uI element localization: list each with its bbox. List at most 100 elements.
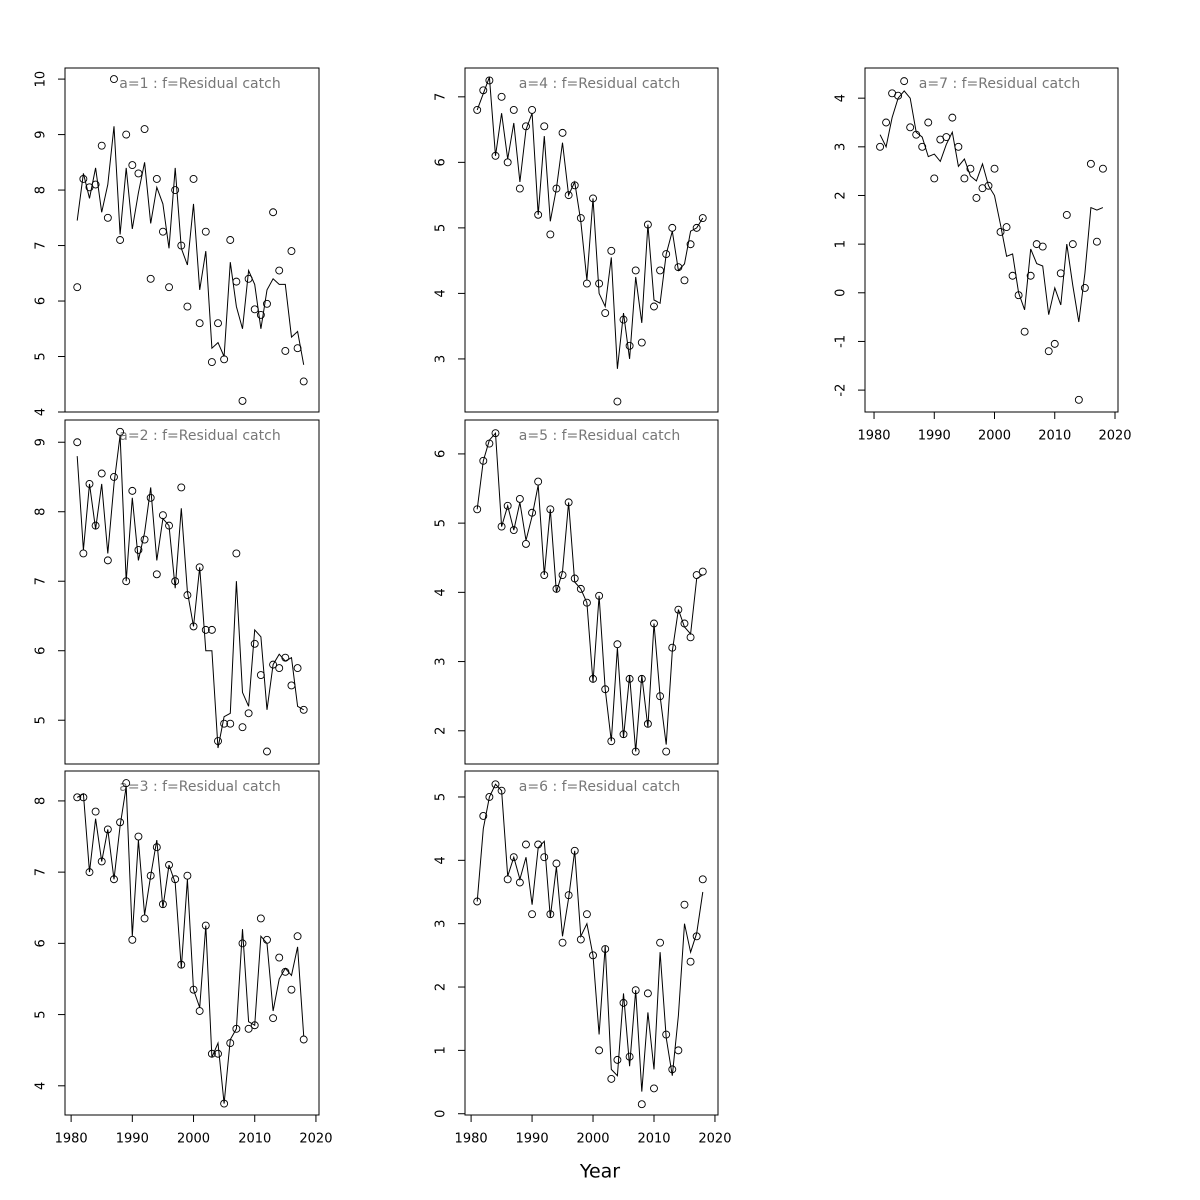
- y-tick-label: 3: [834, 143, 849, 151]
- data-point: [503, 501, 512, 510]
- fitted-line: [76, 435, 304, 749]
- data-point: [1002, 223, 1011, 232]
- data-point: [698, 875, 707, 884]
- x-tick-label: 1990: [116, 1132, 149, 1147]
- x-tick-label: 1980: [857, 429, 890, 444]
- data-point: [650, 302, 658, 311]
- data-point: [662, 747, 671, 756]
- data-point: [201, 227, 210, 236]
- data-point: [110, 75, 118, 84]
- data-point: [674, 1046, 683, 1055]
- data-point: [509, 105, 518, 114]
- data-point: [515, 494, 524, 503]
- y-tick-label: 7: [34, 241, 49, 249]
- data-point: [134, 169, 143, 178]
- data-point: [552, 584, 561, 593]
- data-point: [1080, 283, 1089, 292]
- data-point: [595, 591, 604, 600]
- data-point: [1044, 347, 1053, 356]
- y-tick-label: 6: [34, 297, 49, 305]
- fitted-line: [76, 126, 305, 365]
- data-point: [528, 105, 537, 114]
- data-point: [140, 914, 149, 923]
- y-tick-label: 4: [434, 289, 449, 297]
- data-point: [128, 161, 137, 170]
- data-point: [97, 141, 106, 150]
- data-point: [152, 175, 161, 183]
- x-tick-label: 1990: [918, 429, 951, 444]
- data-point: [582, 279, 591, 288]
- data-point: [686, 633, 695, 642]
- data-point: [158, 511, 167, 520]
- data-point: [244, 709, 253, 718]
- data-point: [515, 184, 524, 193]
- data-point: [165, 283, 173, 292]
- data-point: [183, 591, 192, 600]
- data-point: [128, 486, 137, 495]
- data-point: [122, 130, 131, 139]
- data-point: [497, 92, 506, 101]
- data-point: [942, 133, 951, 142]
- data-point: [281, 653, 290, 662]
- y-tick-label: 9: [34, 130, 49, 138]
- y-tick-label: 5: [434, 224, 449, 232]
- data-point: [232, 1024, 241, 1033]
- data-point: [116, 236, 125, 244]
- fitted-line: [476, 77, 704, 369]
- data-point: [503, 875, 512, 884]
- y-tick-label: 4: [434, 856, 449, 864]
- data-point: [116, 427, 125, 436]
- data-point: [509, 526, 518, 535]
- data-point: [570, 181, 579, 190]
- data-point: [491, 151, 500, 160]
- data-point: [485, 439, 494, 448]
- data-point: [485, 76, 494, 85]
- data-point: [263, 299, 271, 308]
- data-point: [595, 279, 604, 288]
- plot-frame: [464, 67, 719, 413]
- data-point: [930, 174, 939, 183]
- data-point: [631, 266, 640, 275]
- data-point: [263, 747, 271, 756]
- y-tick-label: 5: [434, 793, 449, 801]
- data-point: [220, 355, 229, 364]
- data-point: [906, 123, 915, 132]
- data-point: [1008, 271, 1017, 280]
- data-point: [625, 341, 634, 350]
- data-point: [680, 900, 689, 909]
- data-point: [972, 193, 981, 202]
- y-tick-label: 4: [34, 1082, 49, 1090]
- data-point: [637, 674, 646, 683]
- data-point: [134, 832, 143, 841]
- fitted-line: [76, 786, 305, 1104]
- data-point: [595, 1046, 604, 1055]
- data-point: [103, 556, 112, 565]
- data-point: [540, 571, 549, 579]
- data-point: [146, 274, 155, 283]
- data-point: [674, 605, 683, 614]
- data-point: [564, 891, 573, 900]
- data-point: [103, 213, 112, 222]
- y-tick-label: 6: [34, 939, 49, 947]
- data-point: [201, 625, 210, 634]
- x-tick-label: 2010: [637, 1132, 670, 1147]
- data-point: [189, 622, 198, 631]
- x-tick-label: 2000: [978, 429, 1011, 444]
- fitted-line: [476, 431, 704, 752]
- data-point: [589, 674, 597, 683]
- data-point: [171, 875, 180, 884]
- data-point: [1020, 327, 1029, 336]
- y-tick-label: 1: [434, 1046, 449, 1054]
- data-point: [698, 567, 707, 576]
- data-point: [299, 377, 308, 386]
- x-tick-label: 2000: [177, 1132, 210, 1147]
- plot-frame: [64, 770, 320, 1116]
- data-point: [996, 228, 1005, 236]
- data-point: [631, 986, 640, 995]
- data-point: [692, 571, 701, 579]
- data-point: [668, 1065, 677, 1074]
- data-point: [503, 158, 512, 167]
- data-point: [918, 142, 927, 151]
- data-point: [195, 319, 204, 328]
